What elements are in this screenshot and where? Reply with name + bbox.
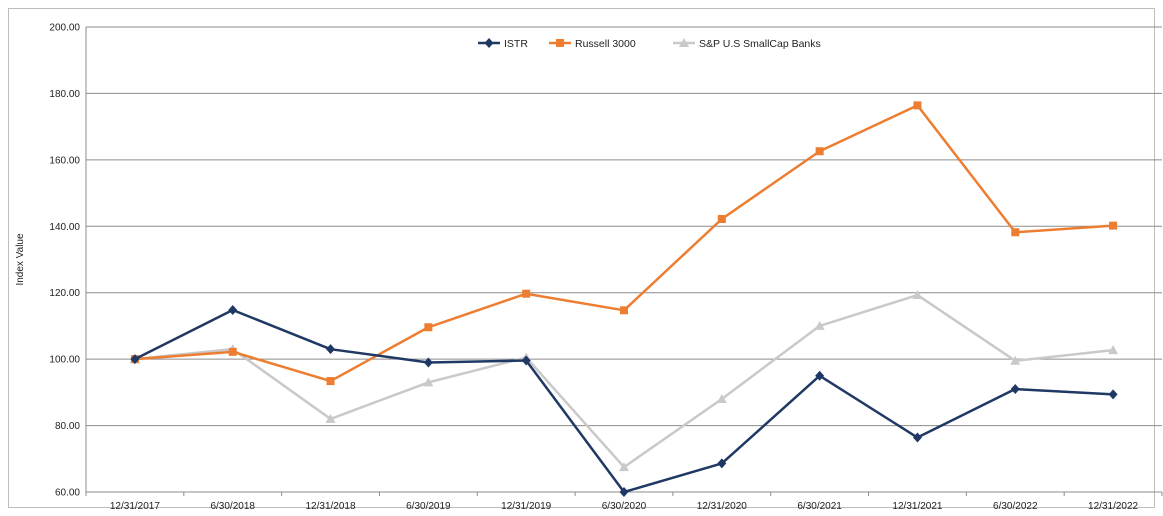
data-point xyxy=(717,214,726,223)
y-tick-label: 120.00 xyxy=(49,288,80,299)
x-tick-label: 12/31/2021 xyxy=(892,501,942,512)
data-point xyxy=(228,304,238,315)
x-tick-label: 6/30/2022 xyxy=(993,501,1038,512)
y-tick-label: 100.00 xyxy=(49,355,80,366)
x-tick-label: 6/30/2019 xyxy=(406,501,451,512)
x-tick-label: 6/30/2021 xyxy=(797,501,842,512)
y-tick-label: 160.00 xyxy=(49,155,80,166)
x-tick-label: 12/31/2020 xyxy=(697,501,747,512)
data-point xyxy=(521,355,531,366)
legend-marker xyxy=(556,39,564,47)
data-point xyxy=(815,147,824,156)
data-point xyxy=(814,320,825,330)
data-point xyxy=(325,413,336,423)
data-point xyxy=(912,432,922,443)
y-tick-label: 180.00 xyxy=(49,89,80,100)
data-point xyxy=(326,344,336,355)
x-tick-label: 6/30/2018 xyxy=(210,501,255,512)
x-tick-label: 12/31/2022 xyxy=(1088,501,1138,512)
legend-marker xyxy=(679,38,689,47)
data-point xyxy=(1108,345,1119,355)
data-point xyxy=(1109,221,1118,230)
data-point xyxy=(130,354,140,365)
y-tick-label: 200.00 xyxy=(49,23,80,34)
data-point xyxy=(423,377,434,387)
data-point xyxy=(619,462,629,472)
legend-marker xyxy=(484,38,494,48)
data-point xyxy=(620,306,628,315)
data-point xyxy=(423,357,433,368)
data-point xyxy=(1010,384,1020,395)
legend-label: S&P U.S SmallCap Banks xyxy=(699,38,821,50)
legend-label: Russell 3000 xyxy=(575,38,636,50)
data-point xyxy=(912,290,923,300)
data-point xyxy=(424,323,433,332)
x-tick-label: 12/31/2017 xyxy=(110,501,160,512)
data-point xyxy=(913,101,922,110)
series-line xyxy=(134,104,1114,383)
series-line xyxy=(134,293,1114,469)
data-point xyxy=(1011,228,1020,237)
y-tick-label: 140.00 xyxy=(49,222,80,233)
y-tick-label: 80.00 xyxy=(55,421,80,432)
data-point xyxy=(1108,389,1118,400)
data-point xyxy=(228,347,237,356)
x-tick-label: 6/30/2020 xyxy=(602,501,647,512)
legend-label: ISTR xyxy=(504,38,528,50)
chart-frame xyxy=(8,8,1155,508)
data-point xyxy=(815,370,825,381)
data-point xyxy=(522,289,531,298)
data-point xyxy=(326,377,335,386)
data-point xyxy=(717,458,727,469)
x-tick-label: 12/31/2019 xyxy=(501,501,551,512)
data-point xyxy=(716,394,727,403)
data-point xyxy=(619,487,629,497)
y-axis-label: Index Value xyxy=(15,233,26,286)
data-point xyxy=(1010,355,1021,365)
y-tick-label: 60.00 xyxy=(55,488,80,499)
x-tick-label: 12/31/2018 xyxy=(306,501,356,512)
